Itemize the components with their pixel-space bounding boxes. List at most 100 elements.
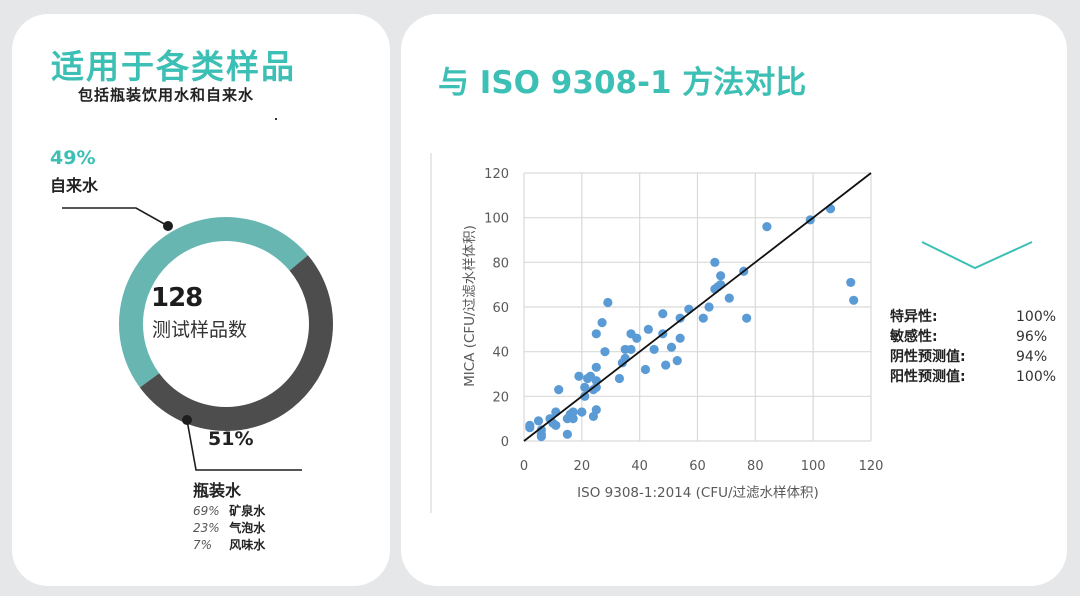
y-tick-label: 100 <box>484 212 509 227</box>
decorative-dot <box>275 118 277 120</box>
breakdown-pct: 69% <box>193 504 220 518</box>
chevron-down-icon <box>921 241 1033 270</box>
data-point <box>551 420 561 430</box>
breakdown-pct: 7% <box>193 538 213 552</box>
data-point <box>533 416 544 426</box>
stat-value: 96% <box>1016 329 1048 345</box>
data-point <box>716 280 726 290</box>
breakdown-row-flavored: 7% 风味水 <box>193 536 265 553</box>
data-point <box>568 407 578 417</box>
data-point <box>597 318 607 328</box>
data-point <box>675 333 685 343</box>
data-point <box>591 329 601 339</box>
sample-count-value: 128 <box>151 283 203 313</box>
data-point <box>568 414 578 424</box>
x-tick-label: 0 <box>520 459 528 474</box>
data-point <box>562 429 572 439</box>
y-tick-label: 20 <box>492 390 509 405</box>
sample-types-subtitle: 包括瓶装饮用水和自来水 <box>78 86 255 104</box>
tap-water-leader-line <box>62 207 169 227</box>
data-point <box>580 391 590 401</box>
y-tick-label: 40 <box>492 346 509 361</box>
stat-label: 阳性预测值: <box>890 369 966 385</box>
data-point <box>554 385 564 395</box>
bottled-water-segment <box>139 255 333 431</box>
data-point <box>603 297 613 308</box>
y-tick-label: 0 <box>501 435 509 450</box>
breakdown-row-sparkling: 23% 气泡水 <box>193 519 265 536</box>
x-tick-label: 20 <box>574 459 591 474</box>
data-point <box>591 382 601 392</box>
data-point <box>724 293 734 303</box>
chart-data-points <box>525 204 859 442</box>
x-tick-label: 40 <box>631 459 648 474</box>
data-point <box>846 277 856 288</box>
donut-ring <box>119 217 333 431</box>
stat-value: 94% <box>1016 349 1048 365</box>
bottled-water-percentage: 51% <box>208 428 254 450</box>
donut-chart <box>62 207 333 471</box>
sample-types-title: 适用于各类样品 <box>51 47 296 86</box>
data-point <box>661 360 671 370</box>
breakdown-row-mineral: 69% 矿泉水 <box>193 502 265 519</box>
x-tick-label: 100 <box>801 459 826 474</box>
y-tick-label: 60 <box>492 301 509 316</box>
tap-water-marker-dot <box>163 221 173 231</box>
bottled-water-label: 瓶装水 <box>193 481 242 500</box>
data-point <box>614 373 625 384</box>
data-point <box>577 407 587 417</box>
breakdown-pct: 23% <box>193 521 220 535</box>
stat-ppv: 阳性预测值: 100% <box>890 367 1056 387</box>
data-point <box>643 324 653 334</box>
data-point <box>574 371 584 381</box>
x-tick-label: 80 <box>747 459 764 474</box>
stat-npv: 阴性预测值: 94% <box>890 347 1056 367</box>
identity-reference-line <box>523 172 872 442</box>
data-point <box>640 364 651 375</box>
x-axis-label: ISO 9308-1:2014 (CFU/过滤水样体积) <box>577 485 819 501</box>
stat-specificity: 特异性: 100% <box>890 307 1056 327</box>
performance-stats: 特异性: 100% 敏感性: 96% 阴性预测值: 94% 阳性预测值: 100… <box>890 307 1056 387</box>
method-comparison-card <box>401 14 1067 586</box>
data-point <box>849 295 859 305</box>
data-point <box>762 222 772 232</box>
x-tick-label: 60 <box>689 459 706 474</box>
data-point <box>698 313 708 323</box>
data-point <box>591 405 601 415</box>
data-point <box>632 333 642 343</box>
data-point <box>649 344 659 355</box>
stat-label: 特异性: <box>890 309 938 325</box>
data-point <box>672 356 682 366</box>
chart-tick-labels: 0 20 40 60 80 100 120 0 20 40 60 80 100 120 <box>484 167 883 474</box>
stat-value: 100% <box>1016 369 1057 385</box>
data-point <box>658 309 668 319</box>
method-comparison-title: 与 ISO 9308-1 方法对比 <box>438 65 807 101</box>
data-point <box>825 204 836 214</box>
data-point <box>675 313 685 323</box>
tap-water-percentage: 49% <box>50 147 96 169</box>
y-tick-label: 120 <box>484 167 509 182</box>
data-point <box>536 431 546 442</box>
data-point <box>525 423 535 433</box>
data-point <box>684 304 694 314</box>
breakdown-label: 矿泉水 <box>229 504 266 518</box>
x-tick-label: 120 <box>859 459 884 474</box>
data-point <box>716 271 726 281</box>
data-point <box>620 353 630 363</box>
data-point <box>626 344 636 355</box>
stat-label: 敏感性: <box>890 329 938 345</box>
data-point <box>600 347 610 357</box>
data-point <box>704 302 714 312</box>
scatter-chart: 0 20 40 60 80 100 120 0 20 40 60 80 100 120 ISO 9308-… <box>430 153 1033 513</box>
data-point <box>591 362 601 372</box>
data-point <box>710 257 720 267</box>
tap-water-segment <box>119 217 308 388</box>
data-point <box>742 313 752 323</box>
data-point <box>580 382 590 392</box>
y-tick-label: 80 <box>492 256 509 271</box>
stat-sensitivity: 敏感性: 96% <box>890 327 1056 347</box>
data-point <box>551 407 561 417</box>
bottled-water-marker-dot <box>182 415 192 425</box>
y-axis-label: MICA (CFU/过滤水样体积) <box>462 225 478 387</box>
stat-value: 100% <box>1016 309 1057 325</box>
